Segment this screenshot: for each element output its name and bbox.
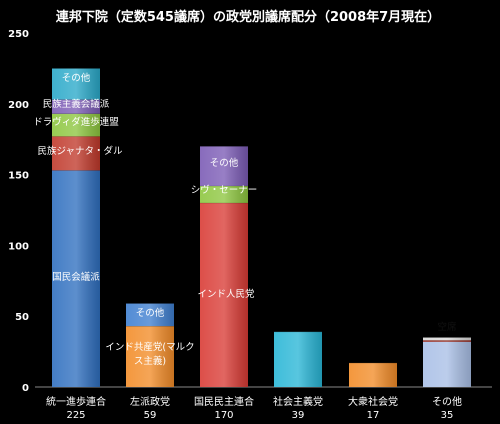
segment-label: その他 xyxy=(62,72,91,84)
category-label: 統一進歩連合 xyxy=(46,395,106,408)
category-label: 大衆社会党 xyxy=(348,395,398,408)
category-label: 左派政党 xyxy=(130,395,170,408)
bar-segment-shade xyxy=(52,136,100,171)
bar-segment-shade xyxy=(126,303,174,327)
segment-label: ドラヴィダ進歩連盟 xyxy=(33,116,119,128)
segment-label: シヴ・セーナー xyxy=(191,184,258,196)
category-total: 35 xyxy=(441,410,454,421)
category-total: 225 xyxy=(66,410,85,421)
bar-segment-shade xyxy=(52,68,100,100)
bar-segment-shade xyxy=(52,170,100,387)
category-total: 17 xyxy=(367,410,380,421)
segment-label: インド人民党 xyxy=(197,288,255,300)
segment-label: 空席 xyxy=(437,321,457,333)
category-total: 170 xyxy=(214,410,233,421)
category-total: 59 xyxy=(144,410,157,421)
y-tick-label: 50 xyxy=(15,312,29,323)
bar-segment-shade xyxy=(200,146,248,186)
bar-segment-shade xyxy=(52,99,100,114)
y-tick-label: 150 xyxy=(8,171,29,182)
bar-segment-shade xyxy=(126,326,174,387)
category-label: 社会主義党 xyxy=(273,395,323,408)
segment-label: 国民会議派 xyxy=(52,271,100,283)
segment-label: インド共産党(マルクス主義) xyxy=(105,341,194,367)
y-tick-label: 200 xyxy=(8,100,29,111)
x-axis: 統一進歩連合 225 左派政党 59 国民民主連合 170 社会主義党 39 大衆社会党 17 その… xyxy=(46,395,462,421)
y-tick-label: 0 xyxy=(22,383,29,394)
bar-segment-shade xyxy=(200,185,248,203)
y-tick-label: 250 xyxy=(8,29,29,40)
segment-label: その他 xyxy=(210,157,239,169)
bar-segment-shade xyxy=(52,113,100,137)
y-tick-label: 100 xyxy=(8,241,29,252)
bar-segment-shade xyxy=(274,331,322,387)
chart-title: 連邦下院（定数545議席）の政党別議席配分（2008年7月現在） xyxy=(56,9,440,25)
bar-segment-shade xyxy=(423,337,471,341)
bar-segment-shade xyxy=(423,341,471,387)
segment-label: 民族主義会議派 xyxy=(43,98,110,110)
category-label: 国民民主連合 xyxy=(194,395,254,408)
segment-label: その他 xyxy=(136,307,165,319)
category-total: 39 xyxy=(292,410,305,421)
bar-segment-shade xyxy=(349,362,397,387)
y-axis: 0 50 100 150 200 250 xyxy=(8,29,29,394)
segment-label: 民族ジャナタ・ダル xyxy=(37,145,123,157)
bar-segment-shade xyxy=(200,202,248,387)
category-label: その他 xyxy=(432,395,462,408)
bars: 国民会議派民族ジャナタ・ダルドラヴィダ進歩連盟民族主義会議派その他インド共産党(… xyxy=(33,68,471,387)
bar-segment-shade xyxy=(423,340,471,342)
